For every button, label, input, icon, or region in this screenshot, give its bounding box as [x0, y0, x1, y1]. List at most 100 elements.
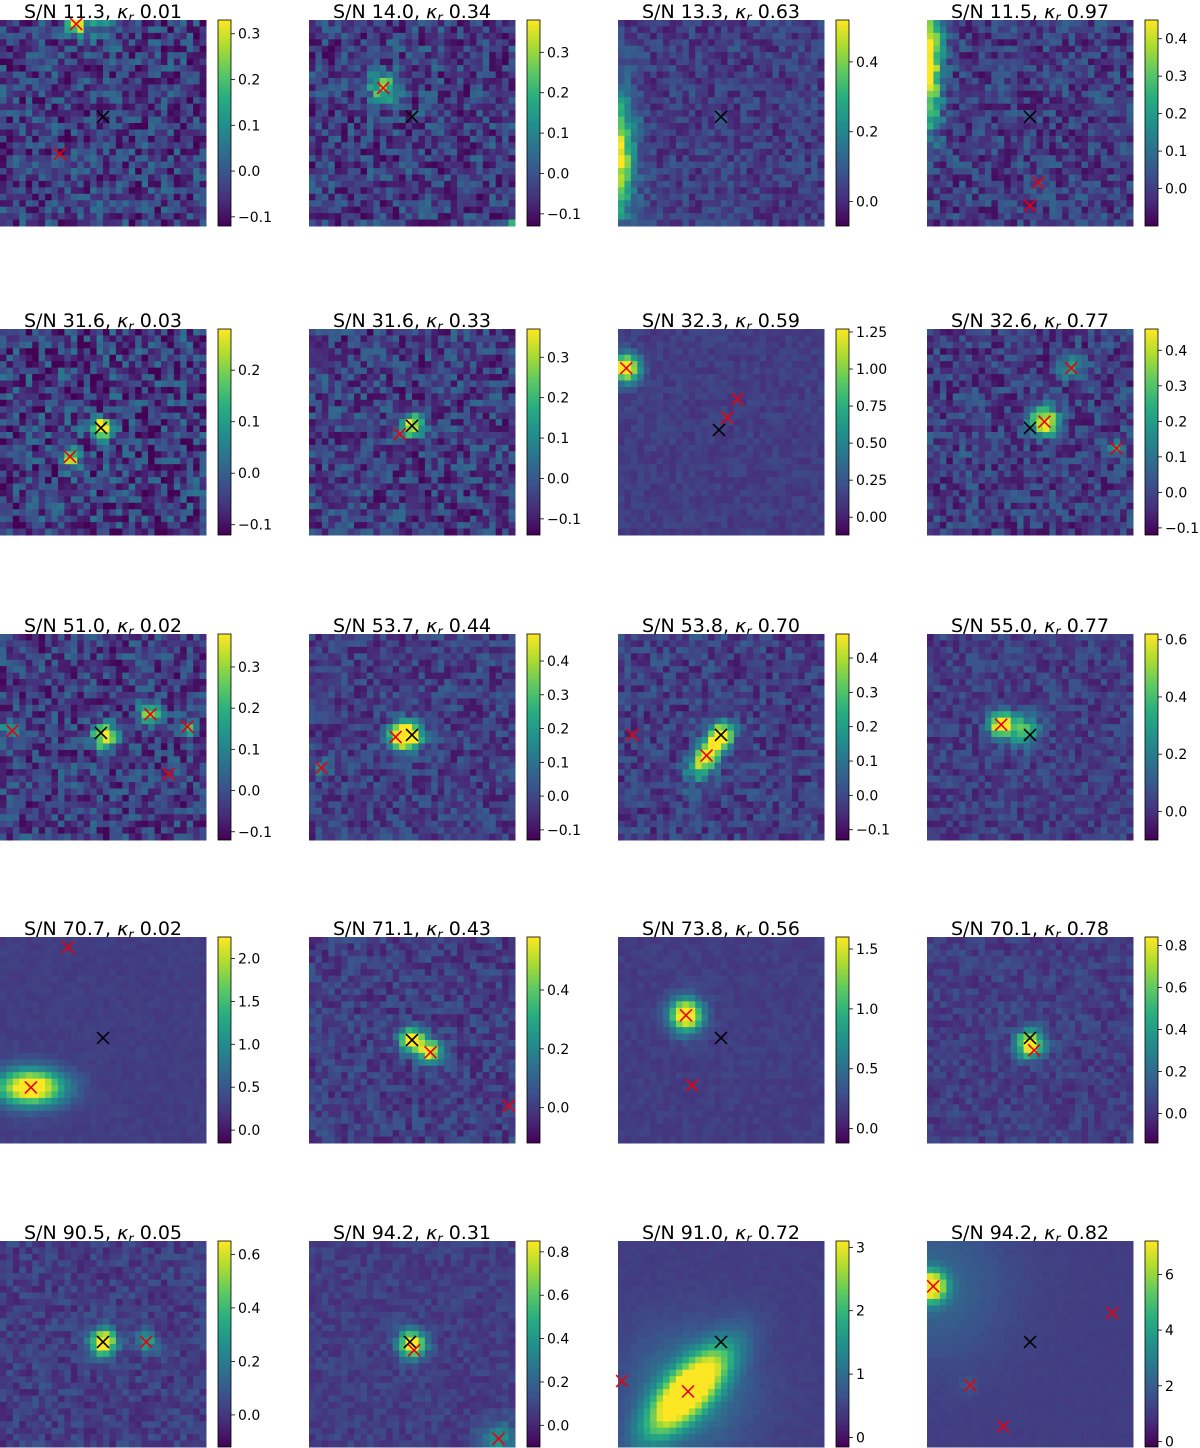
kappa-subscript: r	[437, 11, 444, 26]
colorbar-tick-label: 0.1	[1165, 450, 1187, 466]
kappa-symbol: κ	[735, 615, 747, 637]
colorbar-tick-label: −0.1	[547, 512, 581, 528]
source-marker-red	[679, 1008, 693, 1022]
kappa-symbol: κ	[117, 310, 129, 332]
colorbar-tick-label: 0.6	[547, 1288, 569, 1304]
colorbar-tick-label: 1.0	[238, 1037, 260, 1053]
stamp-image	[0, 329, 207, 536]
colorbar-tick-label: 0.0	[1165, 804, 1187, 820]
sn-text: S/N 94.2,	[333, 1222, 426, 1244]
colorbar-tick-label: −0.1	[238, 518, 272, 534]
source-marker-red	[63, 450, 77, 464]
colorbar-tick-label: 0.2	[238, 73, 260, 89]
colorbar-tick-label: 0.2	[1165, 1065, 1187, 1081]
colorbar-tick-label: 0.75	[856, 399, 887, 415]
sn-text: S/N 14.0,	[333, 1, 426, 23]
sn-text: S/N 11.5,	[951, 1, 1044, 23]
sn-text: S/N 53.8,	[642, 615, 735, 637]
stamp-panel-4: S/N 11.5, κr 0.97 0.4 0.3 0.2 0.1 0.0	[927, 1, 1187, 227]
center-marker-black	[1023, 421, 1037, 435]
kappa-symbol: κ	[426, 615, 438, 637]
kappa-value: 0.72	[752, 1222, 800, 1244]
center-marker-black	[96, 1031, 110, 1045]
sn-text: S/N 55.0,	[951, 615, 1044, 637]
stamp-panel-6: S/N 31.6, κr 0.33 0.3 0.2 0.1 0.0 −0.1	[309, 310, 581, 536]
kappa-subscript: r	[128, 11, 135, 26]
source-marker-red	[700, 748, 714, 763]
colorbar: 2.0 1.5 1.0 0.5 0.0	[217, 936, 260, 1144]
colorbar-tick-label: 0.1	[1165, 144, 1187, 160]
kappa-subscript: r	[746, 625, 753, 640]
kappa-subscript: r	[746, 928, 753, 943]
colorbar-tick-label: 0.4	[1165, 32, 1187, 48]
kappa-value: 0.33	[443, 310, 491, 332]
stamp-panel-15: S/N 73.8, κr 0.56 1.5 1.0 0.5 0.0	[618, 918, 878, 1144]
kappa-subscript: r	[1055, 11, 1062, 26]
center-marker-black	[405, 1033, 419, 1047]
center-marker-black	[405, 110, 419, 124]
kappa-value: 0.97	[1061, 1, 1109, 23]
colorbar-tick-label: 0.2	[547, 86, 569, 102]
stamp-panel-11: S/N 53.8, κr 0.70 0.4 0.3 0.2 0.1 0.0 −0.1	[618, 615, 890, 841]
stamp-image	[927, 634, 1134, 841]
kappa-value: 0.63	[752, 1, 800, 23]
colorbar: 0.6 0.4 0.2 0.0	[1144, 633, 1187, 841]
colorbar: 0.8 0.6 0.4 0.2 0.0	[1144, 936, 1187, 1144]
stamp-image	[309, 1241, 516, 1448]
source-marker-red	[996, 1419, 1010, 1433]
colorbar: 0.3 0.2 0.1 0.0 −0.1	[217, 633, 272, 841]
colorbar-tick-label: 0.4	[856, 651, 878, 667]
sn-text: S/N 73.8,	[642, 918, 735, 940]
colorbar-tick-label: 0.4	[547, 983, 569, 999]
colorbar-tick-label: 0.0	[547, 789, 569, 805]
panel-title: S/N 71.1, κr 0.43	[333, 918, 491, 943]
stamp-image	[927, 20, 1134, 227]
stamp-panel-13: S/N 70.7, κr 0.02 2.0 1.5 1.0 0.5 0.0	[0, 918, 260, 1144]
colorbar-tick-label: 4	[1165, 1323, 1174, 1339]
panel-title: S/N 32.3, κr 0.59	[642, 310, 800, 335]
colorbar-tick-label: 0.0	[856, 195, 878, 211]
stamp-image	[927, 1241, 1134, 1448]
colorbar-tick-label: 0.00	[856, 510, 887, 526]
colorbar-tick-label: 0.3	[856, 685, 878, 701]
stamp-panel-9: S/N 51.0, κr 0.02 0.3 0.2 0.1 0.0 −0.1	[0, 615, 272, 841]
stamp-panel-8: S/N 32.6, κr 0.77 0.4 0.3 0.2 0.1 0.0 −0.1	[927, 310, 1199, 537]
kappa-value: 0.77	[1061, 310, 1109, 332]
colorbar-tick-label: 0.0	[238, 784, 260, 800]
colorbar: 1.5 1.0 0.5 0.0	[835, 936, 878, 1144]
stamp-panel-20: S/N 94.2, κr 0.82 6 4 2 0	[926, 1222, 1174, 1448]
colorbar-tick-label: 0.0	[856, 1122, 878, 1138]
source-marker-red	[24, 1080, 38, 1094]
source-marker-red	[162, 767, 176, 781]
source-marker-red	[681, 1384, 695, 1398]
colorbar-tick-label: 0.2	[856, 720, 878, 736]
colorbar-tick-label: 0.4	[238, 1301, 260, 1317]
center-marker-black	[712, 423, 726, 437]
panel-title: S/N 90.5, κr 0.05	[24, 1222, 182, 1247]
panel-title: S/N 70.7, κr 0.02	[24, 918, 182, 943]
kappa-symbol: κ	[735, 1222, 747, 1244]
center-marker-black	[1023, 728, 1037, 742]
stamp-image	[0, 634, 207, 841]
kappa-value: 0.34	[443, 1, 491, 23]
center-marker-black	[714, 728, 728, 742]
colorbar: 0.4 0.3 0.2 0.1 0.0	[1144, 19, 1187, 227]
panel-title: S/N 13.3, κr 0.63	[642, 1, 800, 26]
colorbar-tick-label: 0.2	[547, 722, 569, 738]
colorbar-tick-label: −0.1	[547, 207, 581, 223]
colorbar: 0.4 0.3 0.2 0.1 0.0 −0.1	[835, 633, 890, 841]
center-marker-black	[714, 110, 728, 124]
sn-text: S/N 13.3,	[642, 1, 735, 23]
source-marker-red	[69, 17, 83, 31]
colorbar-tick-label: 0.4	[1165, 1022, 1187, 1038]
kappa-value: 0.78	[1061, 918, 1109, 940]
kappa-value: 0.43	[443, 918, 491, 940]
stamp-image	[309, 329, 516, 536]
stamp-panel-12: S/N 55.0, κr 0.77 0.6 0.4 0.2 0.0	[927, 615, 1187, 841]
colorbar-tick-label: 0.4	[547, 1332, 569, 1348]
stamp-image	[0, 937, 207, 1144]
colorbar-tick-label: 0.6	[238, 1247, 260, 1263]
kappa-value: 0.70	[752, 615, 800, 637]
colorbar-tick-label: 0.6	[1165, 980, 1187, 996]
colorbar-tick-label: 0.1	[547, 126, 569, 142]
